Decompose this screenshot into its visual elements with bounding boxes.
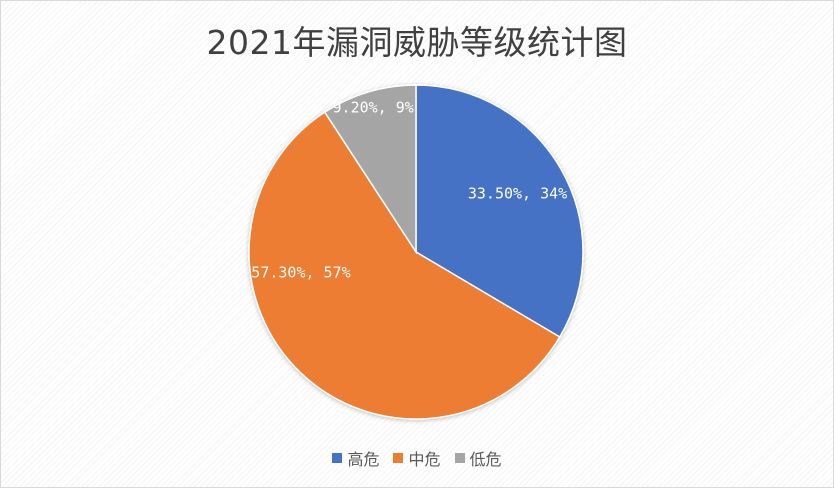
- pie-slice-medium: [248, 111, 561, 420]
- legend-item-high: 高危: [332, 446, 379, 470]
- legend-item-medium: 中危: [393, 446, 441, 470]
- pie-slice-low: [323, 84, 417, 255]
- chart-legend: 高危 中危 低危: [0, 446, 834, 470]
- legend-item-low: 低危: [454, 446, 502, 470]
- legend-swatch-low: [454, 453, 465, 463]
- legend-swatch-medium: [393, 453, 404, 463]
- chart-title: 2021年漏洞威胁等级统计图: [206, 23, 628, 62]
- legend-swatch-high: [332, 453, 343, 463]
- data-label-medium: 57.30%, 57%: [251, 263, 350, 281]
- legend-label-high: 高危: [347, 450, 380, 469]
- data-label-low: 9.20%, 9%: [333, 98, 414, 116]
- data-label-high: 33.50%, 34%: [468, 185, 567, 203]
- pie-slice-high: [415, 84, 584, 339]
- legend-label-medium: 中危: [408, 450, 441, 469]
- legend-label-low: 低危: [469, 450, 502, 469]
